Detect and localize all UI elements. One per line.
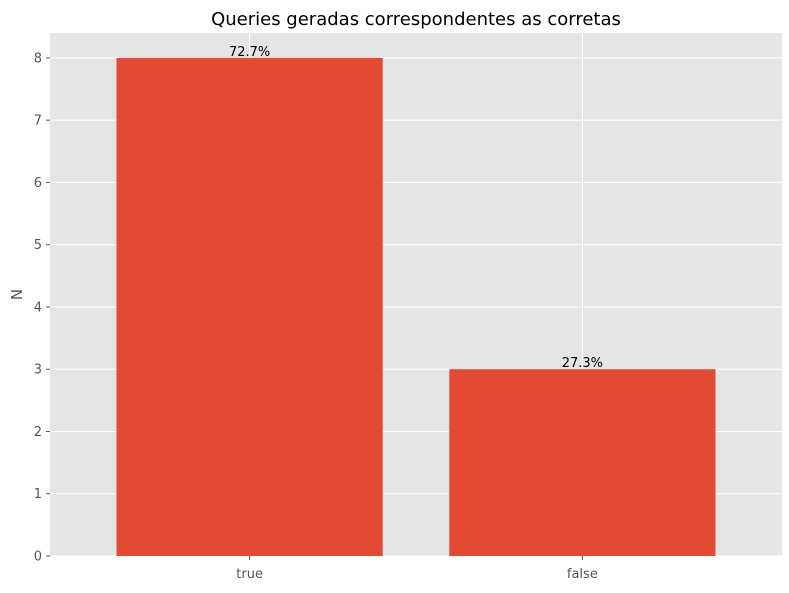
y-tick-label: 5 (34, 238, 42, 253)
y-tick-label: 7 (34, 114, 42, 129)
data-label: 27.3% (562, 356, 603, 371)
y-tick-label: 8 (34, 51, 42, 66)
data-labels: 72.7% 27.3% (229, 45, 603, 371)
y-tick-label: 2 (34, 425, 42, 440)
bar-false (449, 369, 716, 556)
y-tick-label: 4 (34, 300, 42, 315)
data-label: 72.7% (229, 45, 270, 60)
x-tick-label: false (567, 567, 598, 582)
x-axis-ticks: true false (236, 556, 598, 582)
y-tick-label: 1 (34, 487, 42, 502)
bar-true (116, 57, 383, 557)
y-axis-label: N (8, 289, 26, 300)
chart-title: Queries geradas correspondentes as corre… (211, 9, 621, 30)
y-tick-label: 6 (34, 176, 42, 191)
y-tick-label: 3 (34, 363, 42, 378)
y-axis-ticks: 0 1 2 3 4 5 6 7 8 (34, 51, 50, 565)
x-tick-label: true (236, 567, 263, 582)
bars (116, 57, 716, 557)
y-tick-label: 0 (34, 550, 42, 565)
